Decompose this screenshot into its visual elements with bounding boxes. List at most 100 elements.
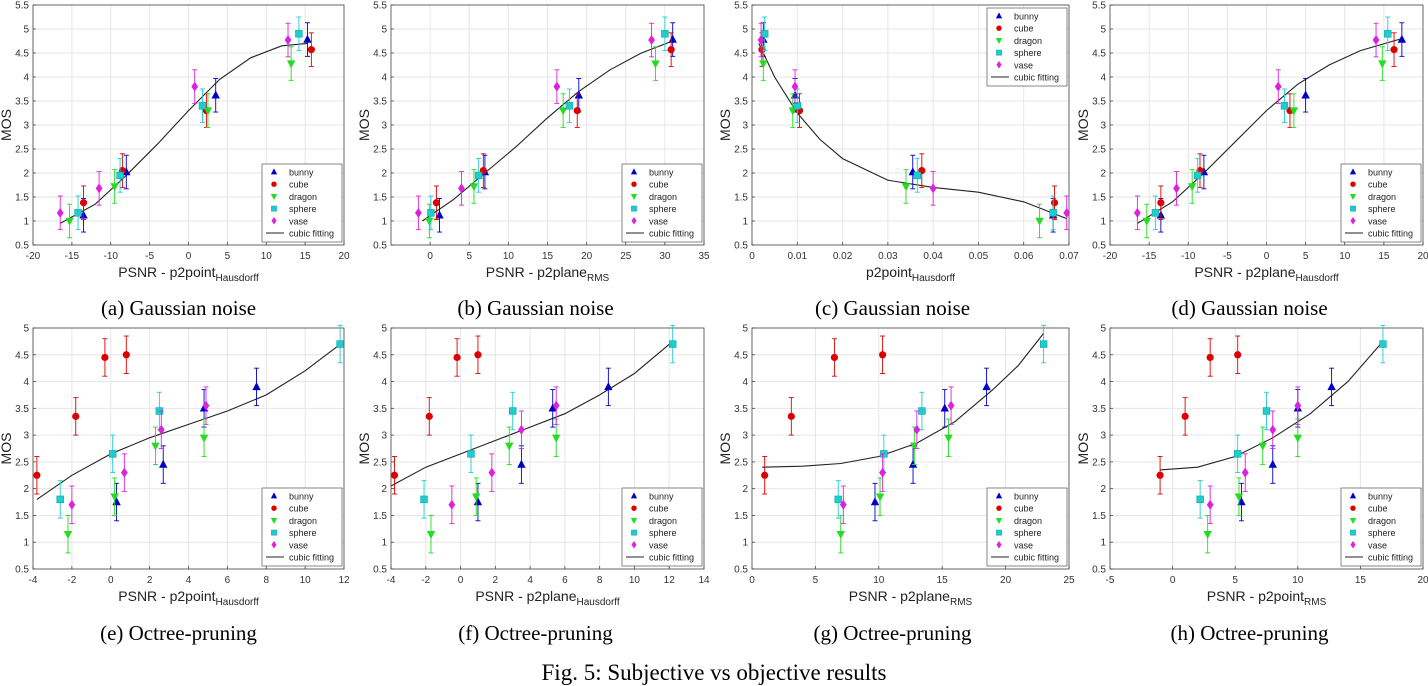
y-tick-label: 2.5	[734, 145, 748, 156]
panel-caption: (h) Octree-pruning	[1170, 621, 1329, 645]
data-point-cube	[667, 46, 675, 54]
data-point-cube	[101, 353, 109, 362]
data-point-vase	[1206, 499, 1214, 510]
y-tick-label: 3.5	[734, 404, 748, 415]
data-point-vase	[284, 35, 292, 46]
y-tick-label: 2.5	[15, 457, 29, 468]
y-tick-label: 3.5	[1092, 97, 1106, 108]
x-tick-label: 0.07	[1059, 251, 1079, 262]
data-point-sphere	[116, 171, 124, 180]
legend-marker-sphere	[631, 529, 637, 536]
legend-label: bunny	[1368, 492, 1393, 502]
data-point-dragon	[651, 60, 660, 69]
data-point-vase	[929, 183, 937, 194]
x-tick-label: 4	[186, 575, 192, 586]
data-point-sphere	[793, 102, 801, 110]
data-point-sphere	[661, 30, 669, 38]
data-point-sphere	[1196, 495, 1204, 504]
x-tick-label: -5	[1106, 575, 1115, 586]
y-tick-label: 5	[742, 324, 748, 335]
series-vase	[839, 386, 955, 524]
x-tick-label: 0.01	[788, 251, 808, 262]
cubic-fit-line	[758, 43, 1067, 220]
legend-label: cubic fitting	[1014, 553, 1059, 563]
series-dragon	[759, 46, 1044, 239]
legend-marker-bunny	[630, 492, 638, 499]
data-point-bunny	[159, 459, 168, 468]
cubic-fit-line	[59, 42, 308, 224]
x-tick-label: 0.06	[1014, 251, 1034, 262]
x-tick-label: -15	[65, 251, 80, 262]
y-tick-label: 4.5	[734, 49, 748, 60]
y-tick-label: 4.5	[373, 350, 387, 361]
y-tick-label: 1	[381, 217, 387, 228]
legend-label: cubic fitting	[1368, 553, 1413, 563]
data-point-dragon	[551, 434, 561, 443]
x-tick-label: -15	[1142, 251, 1157, 262]
legend-label: bunny	[649, 168, 674, 178]
y-tick-label: 4.5	[15, 350, 29, 361]
data-point-vase	[1133, 207, 1141, 218]
x-tick-label: 15	[1378, 251, 1390, 262]
legend-label: cubic fitting	[1368, 229, 1413, 239]
x-tick-label: 20	[1000, 575, 1012, 586]
series-dragon	[1142, 46, 1387, 239]
chart-panel-1: -20 -15 -10 -5 0 5 10 15 20 0.5 1 1.5 2 2.5 3 3.5 4 4.5 5 5…	[0, 1, 350, 285]
cubic-fit-line	[390, 340, 674, 487]
data-point-vase	[1063, 207, 1071, 218]
data-point-dragon	[944, 434, 953, 443]
data-point-sphere	[918, 407, 926, 415]
x-tick-label: 30	[659, 251, 671, 262]
legend-marker-sphere	[631, 205, 637, 212]
panel-caption: (d) Gaussian noise	[1171, 296, 1328, 320]
series-dragon	[65, 46, 296, 239]
x-axis-label: PSNR - p2planeHausdorff	[1194, 264, 1339, 284]
legend-box	[986, 487, 1068, 567]
legend-label: vase	[289, 540, 308, 550]
legend-marker-vase	[996, 61, 1002, 69]
data-point-dragon	[875, 493, 885, 502]
data-point-sphere	[913, 171, 921, 180]
axes-box	[751, 327, 1070, 570]
data-point-dragon	[1187, 183, 1197, 192]
legend-box	[261, 163, 343, 243]
legend-label: dragon	[1014, 36, 1042, 46]
y-tick-label: 2.5	[1092, 145, 1106, 156]
y-tick-label: 0.5	[734, 241, 748, 252]
legend-label: cubic fitting	[649, 229, 694, 239]
y-tick-label: 2.5	[15, 145, 29, 156]
data-point-sphere	[427, 209, 435, 217]
legend-box	[261, 487, 343, 567]
legend-label: dragon	[1368, 192, 1396, 202]
data-point-sphere	[668, 340, 677, 348]
series-vase	[414, 22, 655, 231]
data-point-dragon	[1234, 493, 1244, 502]
axes-box	[390, 327, 705, 570]
legend-marker-bunny	[630, 168, 638, 175]
legend-marker-vase	[1350, 541, 1356, 549]
y-tick-label: 3.5	[1092, 404, 1106, 415]
legend-box	[621, 487, 703, 567]
x-tick-label: 5	[1303, 251, 1309, 262]
y-tick-label: 0.5	[1092, 241, 1106, 252]
series-vase	[68, 386, 210, 524]
legend-label: dragon	[649, 516, 677, 526]
legend-marker-vase	[271, 217, 277, 225]
data-point-dragon	[558, 107, 568, 116]
x-tick-label: 12	[338, 575, 350, 586]
data-point-bunny	[574, 90, 583, 99]
data-point-vase	[1241, 467, 1249, 478]
legend: bunny cube dragon sphere vase cubic fitting	[986, 7, 1068, 87]
y-tick-label: 0.5	[15, 241, 29, 252]
x-tick-label: 20	[1417, 251, 1428, 262]
data-point-cube	[79, 199, 88, 207]
legend: bunny cube dragon sphere vase cubic fitting	[261, 487, 343, 567]
y-tick-label: 0.5	[373, 565, 387, 576]
legend-box	[986, 7, 1068, 87]
data-point-cube	[72, 412, 80, 420]
x-tick-label: 5	[466, 251, 472, 262]
y-tick-label: 5.5	[15, 1, 29, 12]
y-tick-label: 5	[1100, 25, 1106, 36]
y-tick-label: 2.5	[373, 457, 387, 468]
